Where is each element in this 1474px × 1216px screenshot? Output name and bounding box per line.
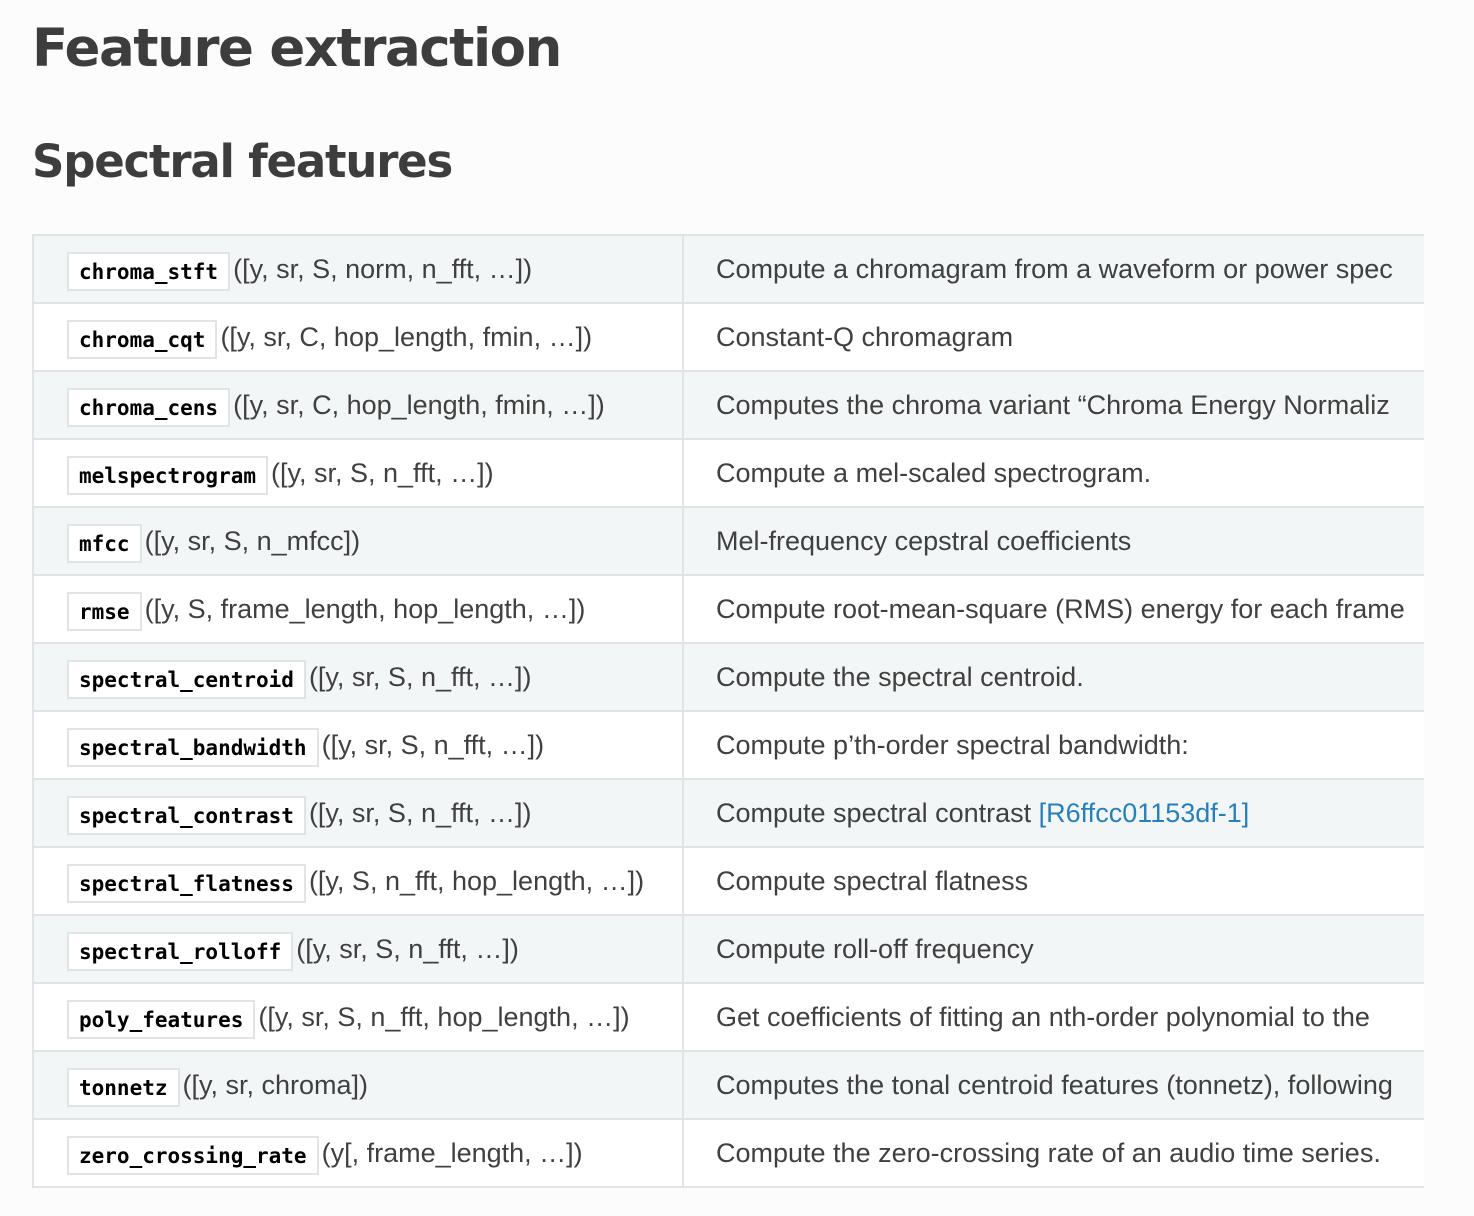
function-args: ([y, sr, S, n_mfcc]) xyxy=(144,525,361,556)
function-description: Compute the spectral centroid. xyxy=(716,661,1084,692)
function-description-cell: Compute the zero-crossing rate of an aud… xyxy=(683,1119,1424,1188)
table-row: chroma_cqt ([y, sr, C, hop_length, fmin, … xyxy=(33,303,1424,372)
page-title: Feature extraction xyxy=(32,18,562,79)
function-args: ([y, sr, S, n_fft, …]) xyxy=(321,729,545,760)
function-description: Compute a mel-scaled spectrogram. xyxy=(716,457,1152,488)
function-name-link[interactable]: spectral_rolloff xyxy=(67,931,294,971)
function-description-cell: Compute the spectral centroid. xyxy=(683,643,1424,712)
function-args: ([y, sr, S, n_fft, …]) xyxy=(271,457,494,488)
table-row: melspectrogram ([y, sr, S, n_fft, …]) Comp… xyxy=(33,439,1424,508)
function-description: Compute the zero-crossing rate of an aud… xyxy=(716,1137,1381,1168)
function-name-link[interactable]: spectral_flatness xyxy=(67,863,306,903)
function-signature-cell: spectral_bandwidth ([y, sr, S, n_fft, …]) xyxy=(33,711,684,780)
function-description-cell: Constant-Q chromagram xyxy=(683,303,1424,372)
function-description-cell: Mel-frequency cepstral coefficients xyxy=(683,507,1424,576)
function-signature-cell: chroma_cens ([y, sr, C, hop_length, fmin,… xyxy=(33,371,684,440)
function-args: ([y, sr, S, n_fft, …]) xyxy=(308,797,532,828)
function-name-link[interactable]: zero_crossing_rate xyxy=(67,1135,319,1175)
function-args: ([y, sr, S, norm, n_fft, …]) xyxy=(233,253,533,284)
function-description-cell: Computes the chroma variant “Chroma Ener… xyxy=(683,371,1424,440)
function-signature-cell: rmse ([y, S, frame_length, hop_length, …]… xyxy=(33,575,684,644)
function-args: ([y, sr, S, n_fft, hop_length, …]) xyxy=(258,1001,630,1032)
function-description-cell: Compute spectral flatness xyxy=(683,847,1424,916)
table-row: spectral_rolloff ([y, sr, S, n_fft, …]) Co… xyxy=(33,915,1424,984)
function-name-link[interactable]: tonnetz xyxy=(67,1067,180,1107)
function-signature-cell: poly_features ([y, sr, S, n_fft, hop_leng… xyxy=(33,983,684,1052)
function-name-link[interactable]: chroma_stft xyxy=(67,251,231,291)
function-description: Get coefficients of fitting an nth-order… xyxy=(716,1001,1370,1032)
function-name-link[interactable]: melspectrogram xyxy=(67,455,269,495)
function-description: Compute spectral flatness xyxy=(716,865,1029,896)
function-description-cell: Compute a chromagram from a waveform or … xyxy=(683,235,1424,304)
function-description: Compute p’th-order spectral bandwidth: xyxy=(716,729,1189,760)
function-signature-cell: chroma_stft ([y, sr, S, norm, n_fft, …]) xyxy=(33,235,684,304)
table-row: spectral_contrast ([y, sr, S, n_fft, …]) C… xyxy=(33,779,1424,848)
feature-table: chroma_stft ([y, sr, S, norm, n_fft, …]) C… xyxy=(32,234,1424,1188)
table-row: poly_features ([y, sr, S, n_fft, hop_leng… xyxy=(33,983,1424,1052)
function-args: ([y, sr, S, n_fft, …]) xyxy=(296,933,519,964)
function-args: ([y, S, frame_length, hop_length, …]) xyxy=(144,593,586,624)
function-description-cell: Compute spectral contrast [R6ffcc01153df… xyxy=(683,779,1424,848)
function-args: (y[, frame_length, …]) xyxy=(321,1137,583,1168)
citation-link[interactable]: [R6ffcc01153df-1] xyxy=(1038,797,1250,828)
function-args: ([y, sr, C, hop_length, fmin, …]) xyxy=(220,321,593,352)
table-row: chroma_stft ([y, sr, S, norm, n_fft, …]) C… xyxy=(33,235,1424,304)
function-name-link[interactable]: chroma_cqt xyxy=(67,319,218,359)
function-description-cell: Computes the tonal centroid features (to… xyxy=(683,1051,1424,1120)
function-description: Computes the tonal centroid features (to… xyxy=(716,1069,1393,1100)
function-description-cell: Get coefficients of fitting an nth-order… xyxy=(683,983,1424,1052)
function-description: Compute root-mean-square (RMS) energy fo… xyxy=(716,593,1405,624)
function-description-cell: Compute a mel-scaled spectrogram. xyxy=(683,439,1424,508)
function-name-link[interactable]: spectral_contrast xyxy=(67,795,306,835)
function-signature-cell: melspectrogram ([y, sr, S, n_fft, …]) xyxy=(33,439,684,508)
function-args: ([y, sr, chroma]) xyxy=(182,1069,369,1100)
function-description: Computes the chroma variant “Chroma Ener… xyxy=(716,389,1390,420)
function-args: ([y, sr, C, hop_length, fmin, …]) xyxy=(233,389,605,420)
table-row: tonnetz ([y, sr, chroma]) Computes the ton… xyxy=(33,1051,1424,1120)
function-description: Constant-Q chromagram xyxy=(716,321,1014,352)
function-name-link[interactable]: mfcc xyxy=(67,523,142,563)
function-name-link[interactable]: poly_features xyxy=(67,999,256,1039)
function-description-cell: Compute roll-off frequency xyxy=(683,915,1424,984)
function-description: Mel-frequency cepstral coefficients xyxy=(716,525,1132,556)
function-signature-cell: spectral_flatness ([y, S, n_fft, hop_leng… xyxy=(33,847,684,916)
function-description: Compute spectral contrast xyxy=(716,797,1039,828)
table-row: spectral_bandwidth ([y, sr, S, n_fft, …])… xyxy=(33,711,1424,780)
function-description: Compute roll-off frequency xyxy=(716,933,1034,964)
feature-table-container: chroma_stft ([y, sr, S, norm, n_fft, …]) C… xyxy=(32,234,1424,1188)
table-row: spectral_centroid ([y, sr, S, n_fft, …]) C… xyxy=(33,643,1424,712)
function-args: ([y, sr, S, n_fft, …]) xyxy=(308,661,532,692)
function-description-cell: Compute p’th-order spectral bandwidth: xyxy=(683,711,1424,780)
function-signature-cell: spectral_centroid ([y, sr, S, n_fft, …]) xyxy=(33,643,684,712)
function-signature-cell: tonnetz ([y, sr, chroma]) xyxy=(33,1051,684,1120)
table-row: chroma_cens ([y, sr, C, hop_length, fmin,… xyxy=(33,371,1424,440)
function-name-link[interactable]: spectral_bandwidth xyxy=(67,727,319,767)
table-row: mfcc ([y, sr, S, n_mfcc]) Mel-frequency ce… xyxy=(33,507,1424,576)
function-name-link[interactable]: rmse xyxy=(67,591,142,631)
function-name-link[interactable]: spectral_centroid xyxy=(67,659,306,699)
function-signature-cell: spectral_rolloff ([y, sr, S, n_fft, …]) xyxy=(33,915,684,984)
function-signature-cell: spectral_contrast ([y, sr, S, n_fft, …]) xyxy=(33,779,684,848)
function-signature-cell: mfcc ([y, sr, S, n_mfcc]) xyxy=(33,507,684,576)
function-signature-cell: zero_crossing_rate (y[, frame_length, …]) xyxy=(33,1119,684,1188)
table-row: spectral_flatness ([y, S, n_fft, hop_leng… xyxy=(33,847,1424,916)
function-description-cell: Compute root-mean-square (RMS) energy fo… xyxy=(683,575,1424,644)
function-signature-cell: chroma_cqt ([y, sr, C, hop_length, fmin, … xyxy=(33,303,684,372)
function-args: ([y, S, n_fft, hop_length, …]) xyxy=(308,865,645,896)
table-row: zero_crossing_rate (y[, frame_length, …])… xyxy=(33,1119,1424,1188)
table-row: rmse ([y, S, frame_length, hop_length, …]… xyxy=(33,575,1424,644)
function-description: Compute a chromagram from a waveform or … xyxy=(716,253,1393,284)
function-name-link[interactable]: chroma_cens xyxy=(67,387,231,427)
section-title: Spectral features xyxy=(32,135,453,188)
